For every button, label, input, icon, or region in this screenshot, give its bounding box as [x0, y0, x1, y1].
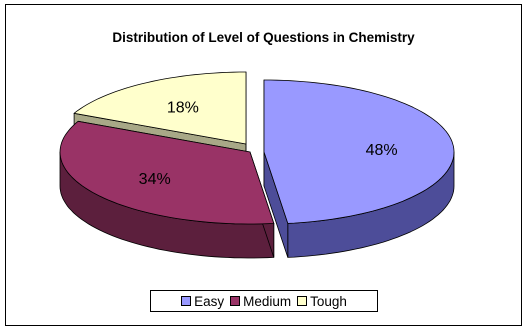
pie-slice-easy: [263, 79, 455, 224]
legend-swatch-medium: [230, 296, 241, 306]
pie-labels: 18% 34% 48%: [139, 99, 398, 188]
pie-slice-tough: [73, 71, 247, 145]
pie-label-tough: 18%: [167, 99, 199, 116]
chart-title: Distribution of Level of Questions in Ch…: [112, 30, 415, 45]
pie-slice-medium: [59, 120, 275, 225]
pie-label-medium: 34%: [139, 171, 171, 188]
legend-swatch-easy: [181, 296, 192, 306]
legend-item-tough: Tough: [297, 294, 347, 309]
legend-label-easy: Easy: [194, 293, 225, 309]
legend-label-tough: Tough: [310, 293, 347, 309]
legend-swatch-tough: [297, 296, 308, 306]
legend-item-easy: Easy: [181, 294, 224, 309]
legend-label-medium: Medium: [243, 293, 292, 309]
pie-tops: [59, 71, 455, 225]
legend-item-medium: Medium: [230, 294, 291, 309]
legend: Easy Medium Tough: [150, 290, 378, 312]
pie-label-easy: 48%: [366, 142, 398, 159]
